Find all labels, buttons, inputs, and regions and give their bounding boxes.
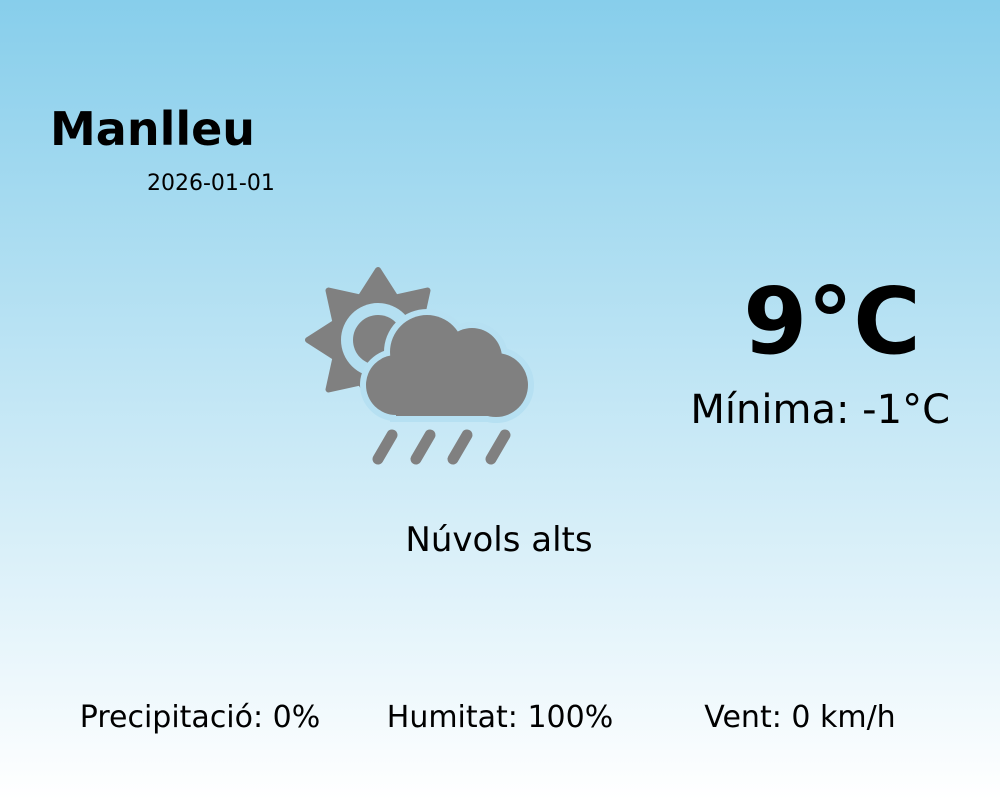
city-name: Manlleu — [50, 102, 256, 156]
current-temperature: 9°C — [743, 268, 921, 375]
minimum-temperature: Mínima: -1°C — [690, 387, 950, 433]
precipitation-stat: Precipitació: 0% — [79, 700, 321, 735]
weather-description: Núvols alts — [405, 520, 593, 560]
wind-stat: Vent: 0 km/h — [704, 700, 896, 735]
sun-cloud-rain-icon — [300, 262, 540, 476]
humidity-stat: Humitat: 100% — [386, 700, 614, 735]
forecast-date: 2026-01-01 — [147, 171, 275, 196]
